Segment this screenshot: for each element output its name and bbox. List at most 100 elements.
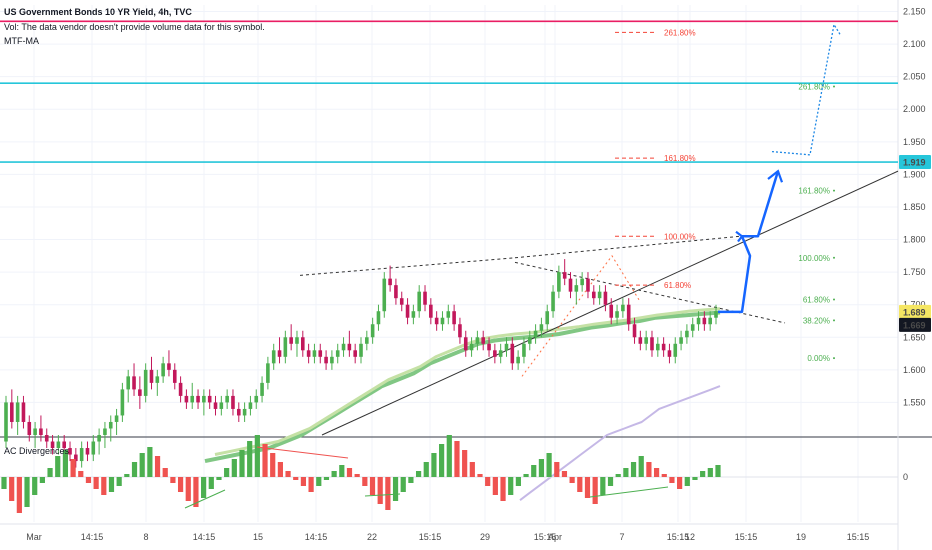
oscillator-bar [592, 477, 598, 504]
oscillator-bar [208, 477, 214, 489]
candle-body [126, 376, 131, 390]
oscillator-bar [316, 477, 322, 486]
candle [609, 298, 614, 325]
oscillator-bar [62, 450, 69, 477]
candle [301, 330, 305, 357]
candle [417, 285, 421, 318]
volume-note: Vol: The data vendor doesn't provide vol… [4, 22, 265, 32]
candle [498, 343, 503, 364]
price-badge: 1.689 [899, 304, 931, 319]
candle-body [475, 337, 480, 344]
oscillator-bar [431, 453, 437, 477]
candle-body [103, 428, 107, 435]
fib-label: 100.00% [798, 254, 830, 263]
oscillator-bar [131, 462, 138, 477]
candle-body [341, 343, 346, 351]
oscillator-bar [346, 468, 353, 477]
price-tick-label: 1.950 [903, 137, 926, 147]
candle-body [591, 291, 596, 299]
candle-body [62, 441, 66, 449]
candle [155, 369, 160, 396]
candle-body [324, 356, 328, 364]
fib-dot [833, 357, 835, 360]
candle-body [481, 337, 486, 344]
candle-body [266, 363, 270, 383]
oscillator-bar [277, 462, 283, 477]
candle [574, 278, 579, 305]
candle [650, 330, 654, 357]
candle [190, 382, 195, 409]
candle [306, 343, 311, 364]
oscillator-bar [669, 477, 675, 483]
candle-body [714, 311, 718, 318]
candle-body [417, 291, 421, 312]
candle-body [673, 343, 678, 357]
oscillator-bar [400, 477, 406, 492]
oscillator-bar [500, 477, 506, 501]
projection-arrow [718, 170, 780, 314]
oscillator-bar [646, 462, 652, 477]
candle [324, 350, 328, 370]
ac-oscillator [0, 435, 898, 513]
candle [370, 317, 375, 344]
candle-body [429, 304, 433, 318]
fib-label: 261.80% [664, 28, 696, 37]
candle-body [498, 350, 503, 357]
candle [172, 363, 177, 390]
candle [184, 389, 189, 409]
oscillator-bar [569, 477, 575, 483]
candle-body [120, 389, 125, 416]
candle-body [138, 389, 142, 396]
candle [440, 311, 445, 331]
upper-resistance-line [299, 257, 516, 276]
candle-body [254, 395, 259, 403]
time-tick-label: 15:15 [667, 532, 690, 542]
candle [44, 428, 49, 449]
candle [318, 343, 323, 364]
candle [487, 337, 491, 357]
moving-average-line [519, 385, 721, 501]
oscillator-bar [32, 477, 38, 495]
price-axis[interactable]: 2.150 2.100 2.050 2.000 1.950 1.900 1.850 1.800… [899, 7, 931, 482]
candle-body [196, 395, 200, 403]
candle-body [440, 317, 445, 325]
oscillator-bar [615, 474, 621, 477]
price-badge-background [899, 317, 931, 332]
candle-body [15, 402, 20, 422]
candle-body [615, 311, 619, 318]
fib-label: 161.80% [664, 154, 696, 163]
oscillator-bar [9, 477, 15, 501]
candle [405, 298, 410, 325]
candle [341, 337, 346, 357]
candle [143, 363, 148, 403]
candle-body [202, 395, 206, 403]
time-tick-label: 19 [796, 532, 806, 542]
candle-body [411, 311, 416, 318]
candle [394, 278, 398, 305]
candle-body [487, 343, 491, 351]
candle [423, 285, 427, 312]
candle [266, 356, 270, 390]
candle [667, 343, 672, 364]
oscillator-bar [47, 468, 53, 477]
candle [469, 337, 474, 357]
time-tick-label: 14:15 [193, 532, 216, 542]
candle [33, 421, 37, 449]
fib-dot [833, 319, 835, 322]
candle-body [277, 350, 282, 357]
price-badge-label: 1.689 [903, 307, 926, 317]
candle [510, 337, 515, 370]
oscillator-bar [577, 477, 583, 492]
candle [411, 304, 416, 325]
oscillator-bar [300, 477, 307, 486]
candle [178, 376, 183, 403]
oscillator-bar [108, 477, 115, 492]
candle [271, 343, 276, 370]
projection-arrowhead [767, 169, 784, 183]
oscillator-bar [454, 441, 460, 477]
oscillator-bar [147, 447, 153, 477]
oscillator-bar [1, 477, 7, 489]
candle [661, 337, 666, 357]
